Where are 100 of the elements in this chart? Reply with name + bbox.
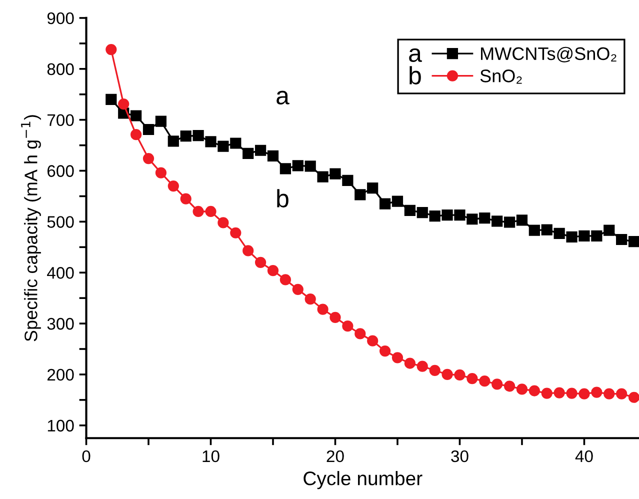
point bbox=[267, 265, 279, 276]
point bbox=[616, 388, 628, 400]
y-tick-label: 300 bbox=[47, 318, 74, 330]
point bbox=[454, 210, 466, 221]
y-tick-label: 900 bbox=[47, 12, 74, 24]
point bbox=[292, 284, 304, 295]
point bbox=[180, 193, 192, 204]
point bbox=[541, 388, 552, 399]
x-tick-label: 20 bbox=[326, 450, 344, 462]
point bbox=[242, 245, 254, 256]
point bbox=[528, 224, 540, 236]
point bbox=[367, 182, 378, 194]
x-tick-label: 0 bbox=[82, 450, 90, 462]
legend-label: MWCNTs@SnO₂ bbox=[481, 46, 616, 62]
y-tick-label: 600 bbox=[48, 165, 74, 177]
point bbox=[404, 358, 416, 369]
point bbox=[429, 364, 440, 376]
point bbox=[192, 130, 204, 142]
x-axis-title: Cycle number bbox=[304, 471, 422, 490]
point bbox=[392, 352, 404, 364]
point bbox=[479, 376, 490, 387]
point bbox=[180, 130, 192, 142]
point bbox=[504, 380, 516, 392]
point bbox=[628, 236, 639, 248]
point bbox=[367, 335, 378, 346]
point bbox=[130, 129, 142, 140]
point bbox=[230, 227, 242, 238]
point bbox=[304, 160, 316, 172]
point bbox=[416, 206, 428, 218]
annotation: a bbox=[276, 90, 290, 105]
point bbox=[616, 234, 628, 246]
point bbox=[566, 231, 578, 243]
point bbox=[466, 214, 478, 225]
point bbox=[254, 256, 266, 268]
point bbox=[304, 294, 316, 305]
point bbox=[168, 136, 179, 147]
point bbox=[317, 304, 328, 315]
point bbox=[342, 320, 354, 332]
point bbox=[280, 163, 292, 174]
point bbox=[142, 124, 154, 136]
point bbox=[168, 180, 179, 192]
point bbox=[205, 206, 216, 218]
point bbox=[554, 228, 565, 239]
x-tick-label: 40 bbox=[575, 450, 593, 462]
point bbox=[330, 312, 341, 323]
point bbox=[218, 217, 229, 228]
point bbox=[392, 196, 404, 207]
point bbox=[528, 385, 540, 396]
point bbox=[292, 160, 304, 172]
y-axis-title: Specific capacity (mA h g$^{−1}$) bbox=[21, 115, 41, 342]
point bbox=[106, 94, 117, 106]
point bbox=[106, 44, 117, 56]
point bbox=[230, 138, 242, 149]
point bbox=[267, 150, 279, 162]
point bbox=[142, 152, 154, 164]
point bbox=[578, 388, 590, 400]
point bbox=[155, 116, 167, 127]
y-tick-label: 400 bbox=[47, 267, 74, 279]
point bbox=[442, 210, 453, 221]
x-tick-label: 30 bbox=[451, 450, 468, 462]
point bbox=[442, 368, 453, 380]
point bbox=[379, 198, 391, 210]
annotation: a bbox=[409, 48, 422, 62]
point bbox=[516, 384, 528, 395]
point bbox=[354, 328, 366, 340]
point bbox=[205, 136, 216, 148]
point bbox=[466, 372, 478, 384]
point bbox=[416, 360, 428, 372]
x-tick-label: 10 bbox=[202, 450, 220, 462]
point bbox=[342, 174, 354, 186]
point bbox=[330, 168, 341, 180]
point bbox=[218, 140, 229, 152]
point bbox=[604, 388, 615, 400]
point bbox=[354, 189, 366, 200]
point bbox=[192, 206, 204, 218]
point bbox=[628, 392, 639, 403]
legend-label: SnO₂ bbox=[480, 70, 522, 84]
point bbox=[155, 167, 167, 178]
point bbox=[578, 230, 590, 242]
point bbox=[566, 388, 578, 399]
point bbox=[541, 224, 552, 236]
annotation: b bbox=[410, 66, 421, 84]
point bbox=[130, 110, 142, 122]
point bbox=[504, 216, 516, 228]
y-tick-label: 200 bbox=[47, 368, 74, 381]
point bbox=[242, 148, 254, 159]
annotation: b bbox=[277, 189, 288, 208]
point bbox=[492, 378, 503, 390]
point bbox=[492, 216, 503, 227]
point bbox=[591, 230, 602, 242]
point bbox=[118, 98, 130, 110]
point bbox=[479, 212, 490, 224]
point bbox=[429, 210, 440, 222]
y-tick-label: 100 bbox=[48, 420, 74, 432]
point bbox=[454, 369, 466, 381]
point bbox=[254, 144, 266, 156]
point bbox=[516, 214, 528, 226]
y-tick-label: 500 bbox=[47, 216, 74, 228]
point bbox=[554, 387, 565, 398]
point bbox=[317, 171, 328, 182]
